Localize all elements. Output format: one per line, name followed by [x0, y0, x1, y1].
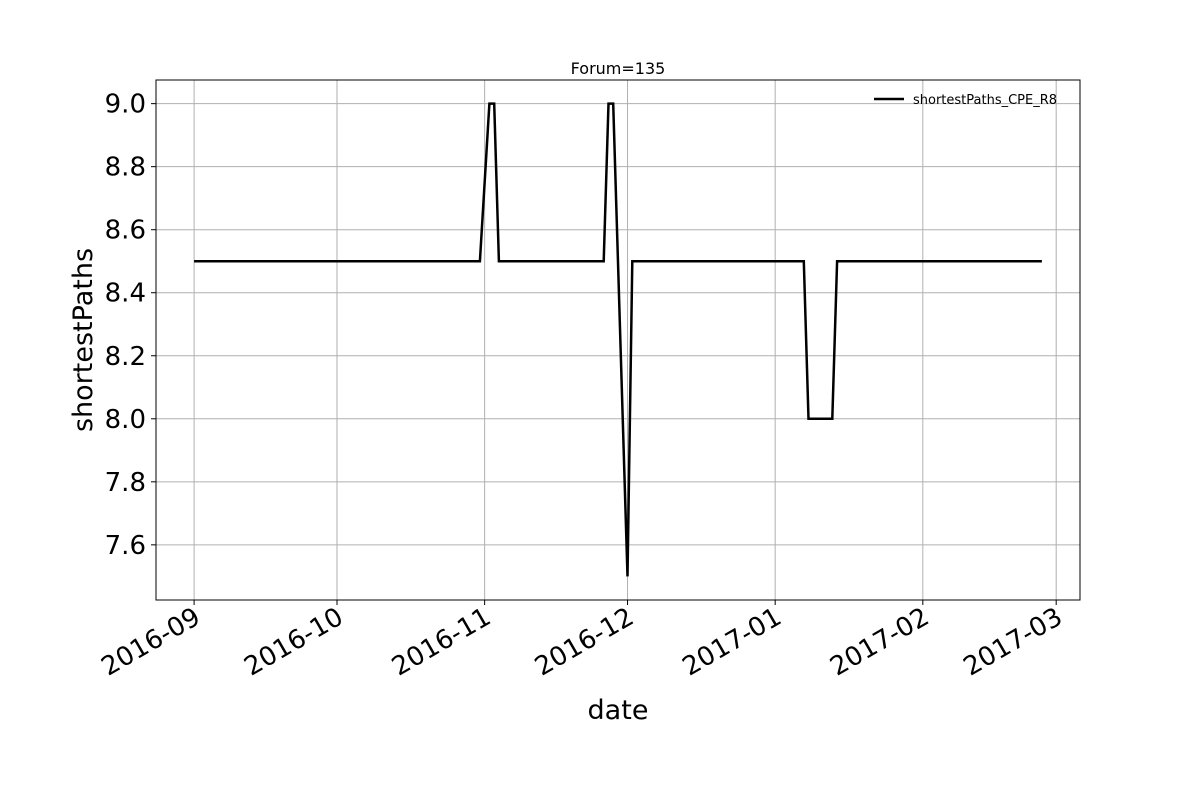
x-axis-label: date	[588, 695, 649, 726]
y-tick-label: 8.8	[105, 153, 146, 183]
series-line-0	[194, 102, 1042, 577]
y-tick-label: 8.2	[105, 342, 146, 372]
y-axis-label: shortestPaths	[68, 248, 99, 432]
y-tick-label: 7.8	[105, 468, 146, 498]
y-tick-label: 8.6	[105, 216, 146, 246]
series-layer	[194, 102, 1042, 577]
y-tick-label: 8.4	[105, 279, 146, 309]
y-tick-label: 7.6	[105, 531, 146, 561]
legend: shortestPaths_CPE_R8	[874, 93, 1057, 108]
y-tick-label: 9.0	[105, 90, 146, 120]
legend-label: shortestPaths_CPE_R8	[913, 93, 1057, 108]
y-tick-label: 8.0	[105, 405, 146, 435]
chart-title: Forum=135	[571, 59, 666, 78]
plot-area-frame	[155, 79, 1081, 601]
